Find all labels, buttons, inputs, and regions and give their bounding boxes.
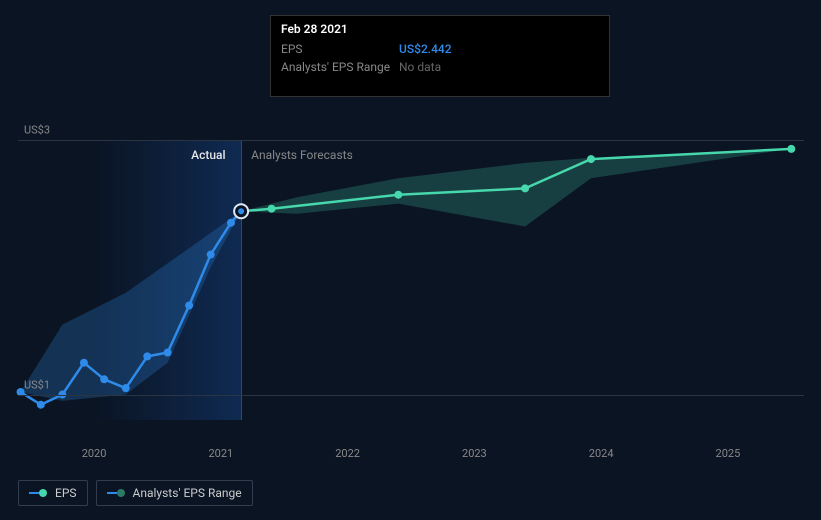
x-axis-label: 2023 [462, 447, 487, 460]
tooltip: Feb 28 2021 EPS US$2.442 Analysts' EPS R… [270, 15, 610, 97]
legend-label: Analysts' EPS Range [133, 486, 242, 500]
x-axis-label: 2021 [208, 447, 233, 460]
legend: EPS Analysts' EPS Range [18, 480, 253, 506]
line-chart [18, 120, 804, 440]
tooltip-label: EPS [281, 40, 399, 58]
tooltip-date: Feb 28 2021 [281, 22, 599, 36]
legend-item-range[interactable]: Analysts' EPS Range [96, 480, 253, 506]
chart-area[interactable]: US$1 US$3 2020 2021 2022 2023 2024 2025 Actual An… [18, 120, 804, 460]
legend-label: EPS [55, 486, 77, 500]
legend-line-icon [107, 492, 117, 494]
region-label-forecast: Analysts Forecasts [251, 148, 353, 162]
tooltip-row-range: Analysts' EPS Range No data [281, 58, 599, 76]
y-axis-label: US$1 [24, 378, 50, 391]
legend-line-icon [29, 492, 39, 494]
x-axis-label: 2024 [589, 447, 614, 460]
region-label-actual: Actual [191, 148, 225, 162]
legend-dot-icon [39, 489, 47, 497]
gridline [18, 140, 804, 141]
legend-swatch [107, 489, 125, 497]
tooltip-value: US$2.442 [399, 40, 452, 58]
tooltip-value: No data [399, 58, 441, 76]
legend-item-eps[interactable]: EPS [18, 480, 88, 506]
legend-swatch [29, 489, 47, 497]
gridline [18, 395, 804, 396]
x-axis-label: 2022 [335, 447, 360, 460]
x-axis-label: 2020 [82, 447, 107, 460]
tooltip-row-eps: EPS US$2.442 [281, 40, 599, 58]
tooltip-label: Analysts' EPS Range [281, 58, 399, 76]
legend-dot-icon [117, 489, 125, 497]
y-axis-label: US$3 [24, 124, 50, 137]
x-axis-label: 2025 [716, 447, 741, 460]
